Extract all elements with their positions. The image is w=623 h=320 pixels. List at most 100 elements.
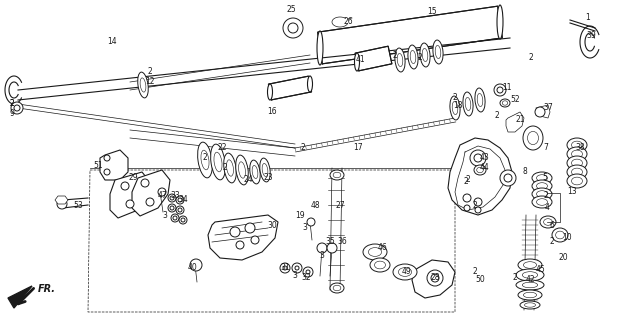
Ellipse shape	[474, 165, 486, 175]
Text: 2: 2	[9, 99, 14, 108]
Circle shape	[475, 207, 481, 213]
Text: FR.: FR.	[38, 284, 56, 294]
Ellipse shape	[532, 196, 552, 208]
Text: 36: 36	[337, 237, 347, 246]
Ellipse shape	[520, 301, 540, 309]
Circle shape	[141, 179, 149, 187]
Ellipse shape	[317, 31, 323, 65]
Circle shape	[230, 227, 240, 237]
Circle shape	[168, 204, 176, 212]
Ellipse shape	[397, 53, 403, 67]
Text: 23: 23	[263, 173, 273, 182]
Text: 1: 1	[586, 13, 591, 22]
Text: 53: 53	[73, 201, 83, 210]
Text: 42: 42	[525, 276, 535, 284]
Ellipse shape	[330, 283, 344, 293]
Polygon shape	[269, 76, 312, 100]
Ellipse shape	[410, 51, 416, 64]
Text: 3: 3	[163, 211, 168, 220]
Polygon shape	[412, 260, 455, 298]
Text: 13: 13	[567, 188, 577, 196]
Circle shape	[292, 263, 302, 273]
Text: 7: 7	[543, 143, 548, 153]
Circle shape	[104, 155, 110, 161]
Text: 49: 49	[401, 268, 411, 276]
Circle shape	[283, 18, 303, 38]
Ellipse shape	[571, 150, 583, 158]
Circle shape	[168, 194, 176, 202]
Circle shape	[535, 107, 545, 117]
Text: 2: 2	[222, 164, 227, 172]
Text: 52: 52	[510, 95, 520, 105]
Ellipse shape	[544, 219, 553, 225]
Text: 14: 14	[107, 37, 117, 46]
Ellipse shape	[450, 96, 460, 120]
Text: 30: 30	[267, 220, 277, 229]
Text: 2: 2	[473, 268, 477, 276]
Circle shape	[245, 223, 255, 233]
Ellipse shape	[500, 99, 510, 107]
Circle shape	[170, 206, 174, 210]
Circle shape	[307, 218, 315, 226]
Ellipse shape	[525, 303, 536, 307]
Text: 29: 29	[128, 173, 138, 182]
Text: 2: 2	[464, 178, 468, 187]
Ellipse shape	[497, 5, 503, 39]
Circle shape	[251, 236, 259, 244]
Circle shape	[236, 241, 244, 249]
Ellipse shape	[422, 48, 428, 61]
Text: 46: 46	[377, 244, 387, 252]
Ellipse shape	[227, 160, 234, 176]
Text: 3: 3	[320, 251, 325, 260]
Ellipse shape	[536, 175, 548, 181]
Text: 2: 2	[513, 274, 517, 283]
Ellipse shape	[571, 177, 583, 185]
Ellipse shape	[363, 244, 387, 260]
Ellipse shape	[393, 264, 417, 280]
Ellipse shape	[201, 150, 209, 170]
Text: 8: 8	[523, 167, 528, 177]
Ellipse shape	[260, 158, 270, 182]
Circle shape	[427, 270, 443, 286]
Circle shape	[11, 102, 23, 114]
Text: 2: 2	[417, 53, 422, 62]
Circle shape	[283, 266, 287, 270]
Circle shape	[504, 174, 512, 182]
Circle shape	[173, 216, 177, 220]
Text: 45: 45	[535, 266, 545, 275]
Ellipse shape	[408, 45, 418, 69]
Polygon shape	[208, 215, 278, 260]
Ellipse shape	[536, 199, 548, 205]
Polygon shape	[8, 286, 32, 308]
Ellipse shape	[532, 188, 552, 200]
Text: 33: 33	[170, 190, 180, 199]
Text: 22: 22	[217, 143, 227, 153]
Text: 24: 24	[243, 175, 253, 185]
Text: 2: 2	[544, 190, 548, 199]
Circle shape	[146, 198, 154, 206]
Polygon shape	[448, 138, 512, 215]
Polygon shape	[355, 46, 392, 71]
Ellipse shape	[516, 269, 544, 281]
Circle shape	[190, 259, 202, 271]
Polygon shape	[110, 172, 150, 218]
Circle shape	[179, 216, 187, 224]
Circle shape	[178, 208, 182, 212]
Text: 26: 26	[343, 18, 353, 27]
Ellipse shape	[571, 159, 583, 167]
Circle shape	[463, 194, 471, 202]
Ellipse shape	[211, 144, 226, 180]
Text: 43: 43	[479, 154, 489, 163]
Text: 2: 2	[148, 68, 153, 76]
Text: 34: 34	[178, 196, 188, 204]
Text: 51: 51	[93, 161, 103, 170]
Text: 18: 18	[454, 100, 463, 109]
Circle shape	[464, 205, 470, 211]
Polygon shape	[506, 112, 524, 132]
Circle shape	[474, 154, 482, 162]
Circle shape	[181, 218, 185, 222]
Ellipse shape	[567, 147, 587, 161]
Text: 32: 32	[301, 274, 311, 283]
Ellipse shape	[523, 126, 543, 150]
Ellipse shape	[333, 172, 341, 178]
